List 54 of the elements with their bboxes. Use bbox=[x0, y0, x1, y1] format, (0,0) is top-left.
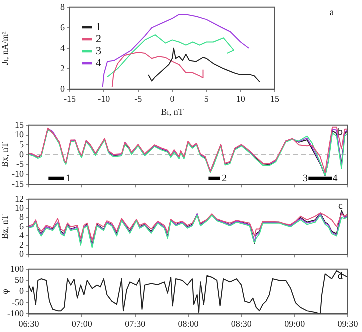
text: a bbox=[330, 8, 335, 19]
y-tick-label: 6 bbox=[60, 22, 66, 32]
y-tick-label: 10 bbox=[15, 130, 24, 140]
legend-label: 4 bbox=[96, 57, 102, 70]
y-tick-label: 6 bbox=[20, 221, 24, 232]
y-tick-label: 4 bbox=[20, 230, 24, 241]
y-tick-label: 0 bbox=[60, 84, 66, 94]
annotation: d bbox=[338, 271, 343, 282]
x-tick-label: 08:00 bbox=[178, 318, 200, 329]
x-tick-label: 07:30 bbox=[125, 318, 146, 329]
x-tick-label: -5 bbox=[134, 94, 143, 104]
x-tick-label: 09:00 bbox=[284, 318, 306, 329]
legend-label: 2 bbox=[96, 33, 102, 46]
y-tick-label: 4 bbox=[60, 42, 66, 53]
x-tick-label: 09:30 bbox=[338, 318, 359, 329]
x-axis-title: Bₗ, nT bbox=[161, 106, 184, 117]
y-tick-label: -100 bbox=[8, 308, 24, 319]
annotation: c bbox=[338, 201, 344, 212]
x-tick-label: 5 bbox=[204, 94, 210, 104]
y-tick-label: 8 bbox=[60, 2, 66, 12]
y-tick-label: 12 bbox=[15, 194, 24, 204]
y-tick-label: 0 bbox=[20, 248, 24, 259]
y-tick-label: 5 bbox=[20, 139, 24, 150]
y-axis-title: Bx, nT bbox=[0, 142, 10, 168]
annotation: 2 bbox=[222, 173, 228, 184]
y-tick-label: -5 bbox=[16, 159, 24, 170]
y-tick-label: 10 bbox=[15, 202, 24, 213]
annotation: 3 bbox=[302, 173, 308, 184]
legend-label: 1 bbox=[96, 21, 102, 34]
y-axis-title: φ bbox=[0, 289, 10, 294]
y-axis-title: Bz, nT bbox=[0, 214, 10, 240]
x-tick-label: 0 bbox=[170, 94, 176, 104]
annotation: 1 bbox=[66, 173, 71, 184]
y-tick-label: 0 bbox=[20, 149, 24, 160]
y-tick-label: -15 bbox=[12, 178, 24, 189]
y-tick-label: -10 bbox=[12, 169, 24, 180]
annotation: b bbox=[338, 127, 343, 138]
y-tick-label: -50 bbox=[12, 297, 24, 308]
y-tick-label: 50 bbox=[15, 274, 24, 285]
x-tick-label: 15 bbox=[270, 94, 280, 104]
y-tick-label: 2 bbox=[20, 240, 24, 250]
x-tick-label: 07:00 bbox=[72, 318, 93, 329]
y-tick-label: 2 bbox=[60, 63, 65, 74]
y-tick-label: 100 bbox=[10, 264, 24, 274]
x-tick-label: 10 bbox=[236, 94, 246, 104]
y-tick-label: 15 bbox=[15, 120, 24, 130]
y-tick-label: 8 bbox=[20, 212, 24, 222]
y-tick-label: 0 bbox=[20, 286, 24, 296]
x-tick-label: 06:30 bbox=[18, 318, 40, 329]
x-tick-label: -10 bbox=[98, 94, 111, 104]
y-axis-title: Jₗ, nA/m² bbox=[0, 31, 10, 66]
annotation: 4 bbox=[332, 173, 338, 184]
legend-label: 3 bbox=[96, 45, 102, 58]
x-tick-label: 08:30 bbox=[231, 318, 252, 329]
